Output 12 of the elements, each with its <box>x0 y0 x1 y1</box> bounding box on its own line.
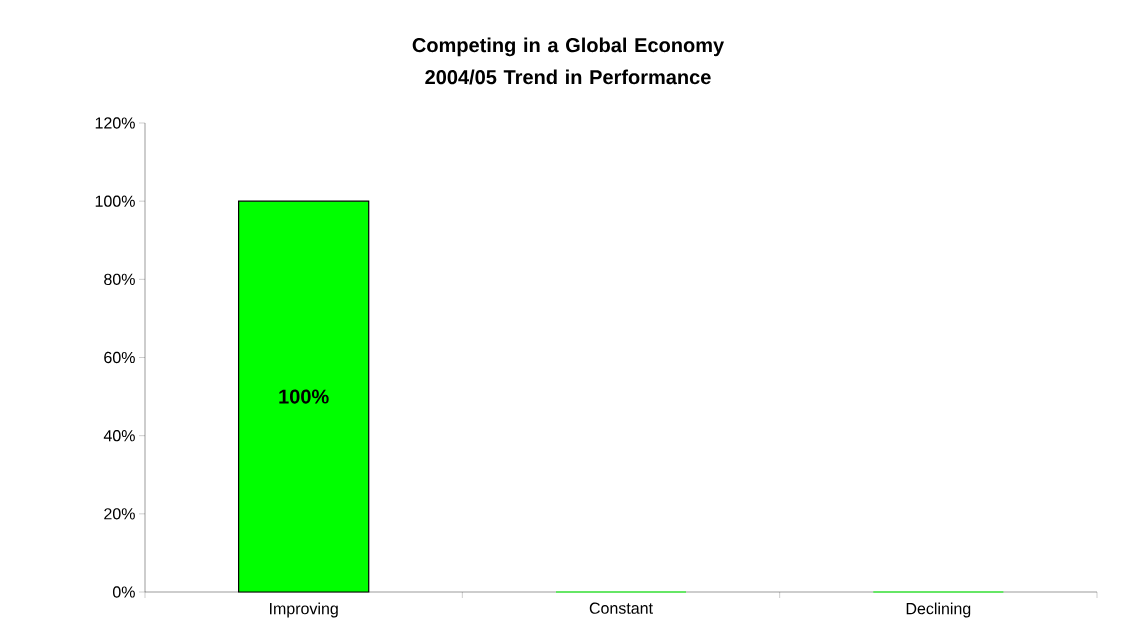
y-tick-label: 100% <box>95 195 135 207</box>
y-tick-label: 20% <box>104 508 135 520</box>
chart-title: Competing in a Global Economy 2004/05 Trend in Performance <box>412 37 725 85</box>
data-label: 100% <box>279 389 329 404</box>
y-tick-label: 60% <box>104 351 135 364</box>
y-tick-label: 40% <box>103 430 135 442</box>
x-tick-label: Constant <box>589 602 653 614</box>
y-tick-label: 0% <box>112 586 135 598</box>
y-tick-label: 120% <box>95 117 135 129</box>
x-tick-label: Improving <box>270 602 338 618</box>
x-tick-label: Declining <box>906 602 971 618</box>
y-tick-label: 80% <box>104 273 135 285</box>
